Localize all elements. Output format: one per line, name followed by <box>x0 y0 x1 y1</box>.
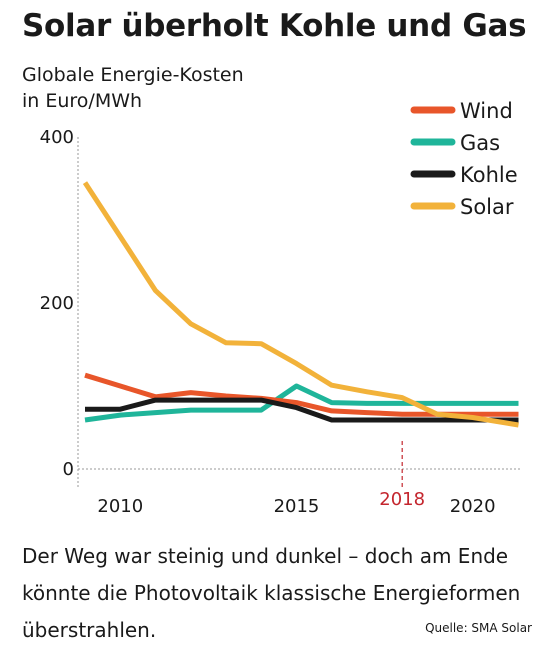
unit-line-2: in Euro/MWh <box>22 90 143 112</box>
source-note: Quelle: SMA Solar <box>425 621 532 635</box>
y-tick-label: 400 <box>40 127 74 148</box>
series-line-solar <box>82 181 519 428</box>
legend-label-gas: Gas <box>460 131 500 155</box>
chart-caption: Der Weg war steinig und dunkel – doch am… <box>22 544 521 642</box>
x-tick-label: 2010 <box>97 496 143 517</box>
y-tick-label: 200 <box>40 293 74 314</box>
legend-label-solar: Solar <box>460 195 514 219</box>
chart-legend: Wind Gas Kohle Solar <box>410 99 518 219</box>
axis-unit-label: Globale Energie-Kosten in Euro/MWh <box>22 62 244 114</box>
x-tick-label: 2015 <box>274 496 320 517</box>
series-line-kohle <box>85 397 519 423</box>
highlight-2018-label: 2018 <box>379 489 425 510</box>
series-line-gas <box>84 383 519 423</box>
chart-tick-labels: 0 200 400 2010 2015 2020 2018 <box>40 127 496 517</box>
chart-series <box>82 181 519 428</box>
chart-grid <box>77 137 522 489</box>
legend-label-wind: Wind <box>460 99 513 123</box>
legend-label-kohle: Kohle <box>460 163 518 187</box>
y-tick-label: 0 <box>63 459 74 480</box>
x-tick-label: 2020 <box>450 496 496 517</box>
chart-title: Solar überholt Kohle und Gas <box>22 8 527 44</box>
unit-line-1: Globale Energie-Kosten <box>22 64 244 86</box>
